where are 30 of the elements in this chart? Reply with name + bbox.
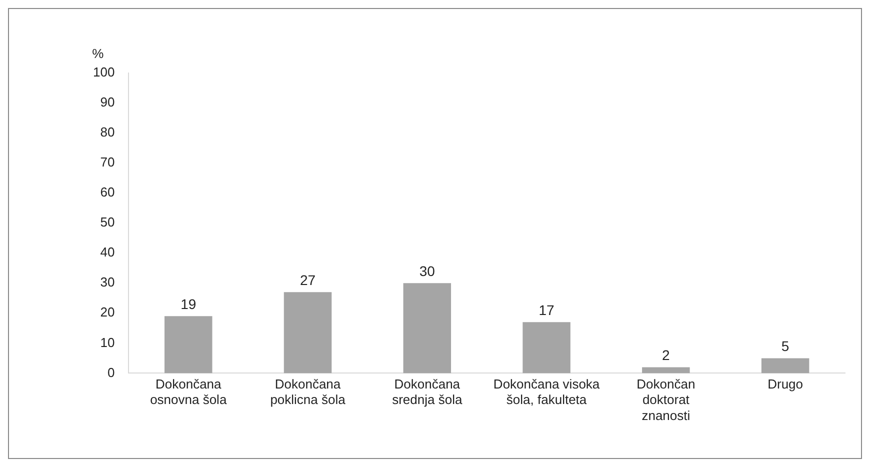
x-tick-label: Dokončana visoka šola, fakulteta: [493, 376, 600, 408]
data-label: 19: [180, 296, 196, 312]
y-axis-title: %: [92, 46, 104, 62]
y-tick-label: 90: [100, 94, 115, 110]
y-tick-label: 30: [100, 274, 115, 290]
y-tick-label: 50: [100, 214, 115, 230]
x-tick-label: Drugo: [768, 376, 804, 392]
bar: [403, 283, 452, 374]
bar: [284, 292, 332, 374]
data-label: 2: [662, 347, 670, 364]
y-tick-label: 40: [100, 244, 115, 260]
x-tick-label: Dokončan doktorat znanosti: [636, 376, 696, 423]
data-label: 17: [538, 302, 555, 318]
bar: [164, 316, 212, 374]
bar: [642, 367, 690, 374]
bar: [761, 358, 810, 374]
y-tick-label: 70: [100, 154, 115, 170]
data-label: 30: [419, 263, 436, 279]
data-label: 5: [781, 338, 790, 354]
x-tick-label: Dokončana osnovna šola: [150, 376, 228, 408]
bar: [522, 322, 570, 374]
data-label: 27: [300, 272, 316, 288]
y-tick-label: 100: [92, 64, 115, 80]
y-tick-label: 10: [100, 334, 115, 350]
y-tick-label: 60: [100, 184, 115, 200]
x-tick-label: Dokončana srednja šola: [392, 376, 463, 408]
y-tick-label: 0: [107, 364, 115, 380]
y-tick-label: 80: [100, 124, 115, 140]
y-tick-label: 20: [100, 304, 115, 320]
x-tick-label: Dokončana poklicna šola: [270, 376, 346, 408]
